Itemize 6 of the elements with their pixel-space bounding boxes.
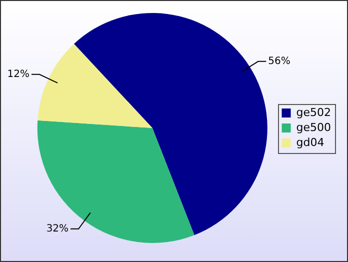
legend-label: ge502 <box>296 106 332 119</box>
data-label: 12% <box>7 68 30 80</box>
data-label: 56% <box>268 56 290 67</box>
data-label: 32% <box>46 223 69 234</box>
legend-label: gd04 <box>296 136 324 149</box>
legend-label: ge500 <box>296 120 332 134</box>
